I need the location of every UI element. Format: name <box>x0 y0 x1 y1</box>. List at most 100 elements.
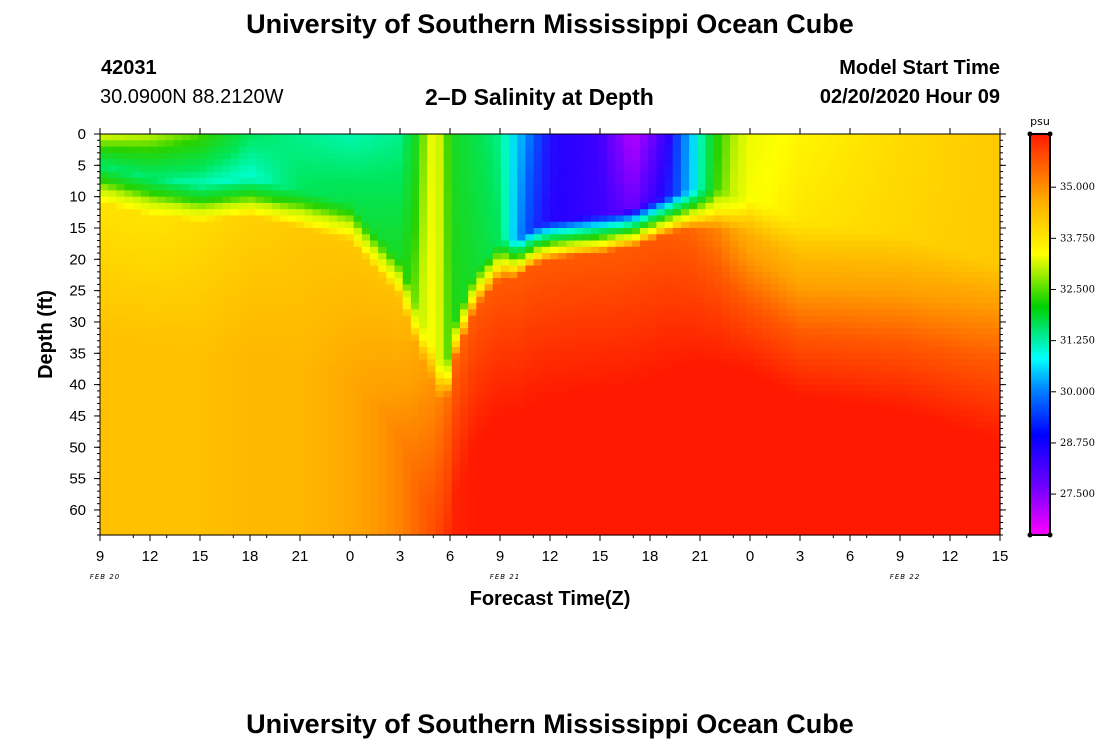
heatmap-cell <box>206 347 216 354</box>
heatmap-cell <box>713 159 723 166</box>
heatmap-cell <box>525 522 535 530</box>
heatmap-cell <box>525 184 535 191</box>
heatmap-cell <box>509 134 518 141</box>
heatmap-cell <box>100 372 109 379</box>
heatmap-cell <box>566 334 576 342</box>
heatmap-cell <box>631 509 641 517</box>
heatmap-cell <box>230 227 240 235</box>
heatmap-cell <box>280 184 289 191</box>
heatmap-cell <box>648 259 657 267</box>
heatmap-cell <box>410 140 420 148</box>
heatmap-cell <box>640 434 649 442</box>
heatmap-cell <box>214 321 224 329</box>
heatmap-cell <box>509 403 518 411</box>
heatmap-cell <box>116 372 126 379</box>
heatmap-cell <box>320 146 330 154</box>
heatmap-cell <box>214 215 224 223</box>
heatmap-cell <box>427 253 437 260</box>
heatmap-cell <box>607 415 617 423</box>
heatmap-cell <box>664 328 674 336</box>
heatmap-cell <box>288 428 297 436</box>
heatmap-cell <box>680 259 690 267</box>
heatmap-cell <box>402 290 412 298</box>
heatmap-cell <box>451 359 461 367</box>
heatmap-cell <box>288 347 297 354</box>
heatmap-cell <box>230 240 240 248</box>
heatmap-cell <box>721 290 731 298</box>
heatmap-cell <box>320 453 330 461</box>
heatmap-cell <box>132 190 142 198</box>
heatmap-cell <box>222 378 232 386</box>
heatmap-cell <box>550 227 559 235</box>
heatmap-cell <box>173 190 183 198</box>
heatmap-cell <box>631 278 641 285</box>
heatmap-cell <box>214 184 224 191</box>
heatmap-cell <box>190 422 199 430</box>
heatmap-cell <box>173 221 183 229</box>
heatmap-cell <box>263 453 273 461</box>
heatmap-cell <box>484 227 494 235</box>
heatmap-cell <box>631 428 641 436</box>
heatmap-cell <box>296 234 306 242</box>
heatmap-cell <box>337 146 347 154</box>
heatmap-cell <box>394 428 404 436</box>
heatmap-cell <box>337 278 347 285</box>
heatmap-cell <box>713 202 723 210</box>
heatmap-cell <box>214 422 224 430</box>
heatmap-cell <box>689 353 698 361</box>
heatmap-cell <box>296 509 306 517</box>
heatmap-cell <box>378 409 387 417</box>
heatmap-cell <box>124 347 134 354</box>
heatmap-cell <box>672 202 682 210</box>
heatmap-cell <box>214 340 224 348</box>
heatmap-cell <box>648 134 657 141</box>
heatmap-cell <box>648 321 657 329</box>
heatmap-cell <box>640 428 649 436</box>
heatmap-cell <box>132 315 142 323</box>
heatmap-cell <box>721 171 731 179</box>
heatmap-cell <box>656 177 666 185</box>
heatmap-cell <box>476 509 486 517</box>
heatmap-cell <box>280 453 289 461</box>
heatmap-cell <box>353 503 363 511</box>
heatmap-cell <box>263 428 273 436</box>
heatmap-cell <box>476 271 486 279</box>
heatmap-cell <box>149 309 158 317</box>
heatmap-cell <box>165 227 175 235</box>
heatmap-cell <box>648 303 657 311</box>
heatmap-cell <box>214 409 224 417</box>
heatmap-cell <box>680 384 690 392</box>
heatmap-cell <box>100 340 109 348</box>
heatmap-cell <box>460 202 469 210</box>
heatmap-cell <box>353 484 363 492</box>
heatmap-cell <box>492 503 502 511</box>
heatmap-cell <box>443 184 453 191</box>
heatmap-cell <box>689 365 698 373</box>
heatmap-cell <box>410 296 420 304</box>
heatmap-cell <box>730 227 739 235</box>
heatmap-cell <box>271 134 281 141</box>
heatmap-cell <box>484 403 494 411</box>
heatmap-cell <box>721 321 731 329</box>
heatmap-cell <box>402 240 412 248</box>
heatmap-cell <box>468 134 477 141</box>
heatmap-cell <box>672 253 682 260</box>
heatmap-cell <box>492 434 502 442</box>
heatmap-cell <box>296 246 306 254</box>
heatmap-cell <box>541 390 551 398</box>
heatmap-cell <box>410 303 420 311</box>
heatmap-cell <box>607 177 617 185</box>
heatmap-cell <box>394 503 404 511</box>
heatmap-cell <box>230 321 240 329</box>
heatmap-cell <box>222 340 232 348</box>
heatmap-cell <box>672 328 682 336</box>
heatmap-cell <box>427 422 437 430</box>
heatmap-cell <box>468 397 477 405</box>
heatmap-cell <box>100 290 109 298</box>
heatmap-cell <box>533 227 543 235</box>
heatmap-cell <box>533 503 543 511</box>
heatmap-cell <box>165 159 175 166</box>
heatmap-cell <box>427 509 437 517</box>
heatmap-cell <box>582 522 592 530</box>
heatmap-cell <box>386 372 396 379</box>
